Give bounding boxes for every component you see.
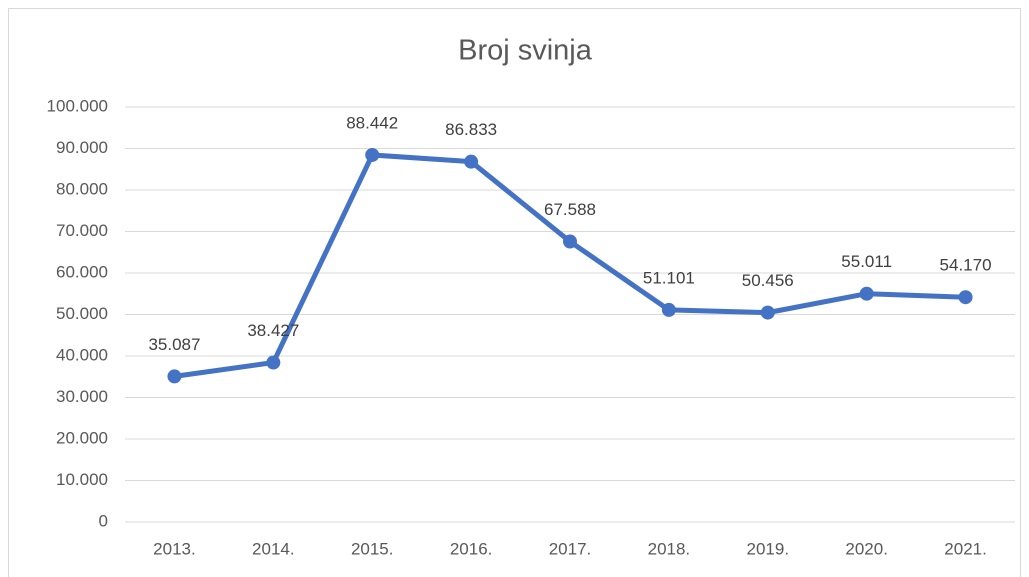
- data-label: 38.427: [247, 321, 299, 340]
- chart-title: Broj svinja: [458, 35, 593, 67]
- point: [365, 147, 380, 162]
- y-tick-label: 40.000: [56, 345, 108, 364]
- y-tick-label: 20.000: [56, 428, 108, 447]
- point: [563, 234, 577, 249]
- data-label: 86.833: [445, 120, 497, 139]
- x-tick-label: 2021.: [944, 539, 987, 558]
- chart-border: [8, 8, 1021, 577]
- y-tick-label: 100.000: [47, 96, 108, 115]
- point: [266, 355, 281, 370]
- y-tick-label: 60.000: [56, 262, 108, 281]
- y-tick-label: 80.000: [56, 179, 108, 198]
- y-tick-label: 10.000: [56, 470, 108, 489]
- x-tick-label: 2019.: [747, 539, 790, 558]
- data-label: 55.011: [841, 252, 892, 271]
- data-label: 35.087: [148, 335, 200, 354]
- data-label: 50.456: [742, 271, 794, 290]
- y-tick-label: 0: [99, 511, 108, 530]
- x-tick-label: 2013.: [153, 539, 196, 558]
- y-tick-label: 30.000: [56, 387, 108, 406]
- x-tick-label: 2014.: [252, 539, 295, 558]
- x-tick-label: 2017.: [549, 539, 592, 558]
- data-label: 54.170: [940, 256, 992, 275]
- point: [859, 286, 874, 301]
- y-tick-label: 50.000: [56, 304, 108, 323]
- data-label: 67.588: [544, 200, 596, 219]
- x-tick-label: 2018.: [648, 539, 691, 558]
- data-label: 51.101: [643, 268, 695, 287]
- x-tick-label: 2020.: [845, 539, 888, 558]
- x-tick-label: 2016.: [450, 539, 493, 558]
- y-tick-label: 90.000: [56, 138, 108, 157]
- point: [760, 305, 775, 320]
- x-tick-label: 2015.: [351, 539, 394, 558]
- point: [167, 369, 182, 384]
- point: [958, 290, 973, 305]
- point: [464, 154, 479, 169]
- y-tick-label: 70.000: [56, 221, 108, 240]
- data-label: 88.442: [346, 113, 398, 132]
- point: [661, 302, 676, 317]
